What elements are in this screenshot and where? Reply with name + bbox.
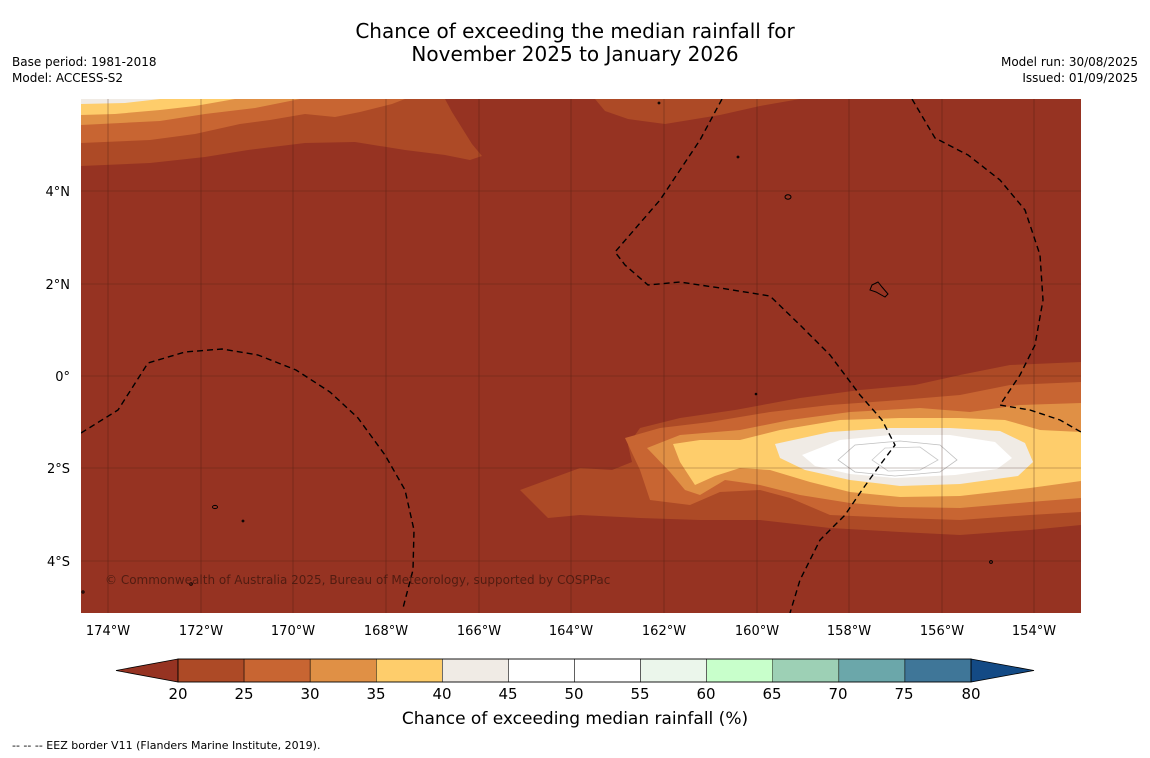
colorbar-segment <box>309 658 377 683</box>
colorbar-segment <box>706 658 774 683</box>
colorbar-segment <box>640 658 707 683</box>
eez-borders <box>81 99 1081 613</box>
map-area: © Commonwealth of Australia 2025, Bureau… <box>81 99 1081 613</box>
lon-label: 172°W <box>179 624 223 639</box>
lon-label: 162°W <box>642 624 686 639</box>
colorbar-tick: 70 <box>828 685 847 703</box>
colorbar-tick: 65 <box>762 685 781 703</box>
lon-label: 154°W <box>1012 624 1056 639</box>
contour-20-25-northeast <box>595 99 800 124</box>
lat-label: 4°N <box>46 185 71 200</box>
colorbar-tick: 20 <box>168 685 187 703</box>
colorbar-segment <box>508 658 575 683</box>
metadata-right: Model run: 30/08/2025 Issued: 01/09/2025 <box>1001 54 1138 86</box>
lon-label: 174°W <box>86 624 130 639</box>
model-text: Model: ACCESS-S2 <box>12 71 124 85</box>
contour-50-55-core <box>837 440 958 477</box>
issued-text: Issued: 01/09/2025 <box>1022 71 1138 85</box>
copyright-text: © Commonwealth of Australia 2025, Bureau… <box>105 573 610 587</box>
colorbar-tick: 30 <box>300 685 319 703</box>
colorbar-tick: 50 <box>564 685 583 703</box>
map-title-line-1: Chance of exceeding the median rainfall … <box>355 19 795 43</box>
lon-label: 166°W <box>457 624 501 639</box>
base-period-text: Base period: 1981-2018 <box>12 55 157 69</box>
colorbar-tick: 40 <box>432 685 451 703</box>
colorbar-segment <box>177 658 245 683</box>
lat-label: 4°S <box>47 555 70 570</box>
lon-label: 164°W <box>549 624 593 639</box>
probability-base-layer <box>81 99 1081 613</box>
metadata-left: Base period: 1981-2018 Model: ACCESS-S2 <box>12 54 157 86</box>
colorbar-outline <box>177 658 972 683</box>
colorbar-label: Chance of exceeding median rainfall (%) <box>401 709 749 729</box>
colorbar-segment <box>838 658 906 683</box>
lat-label: 2°N <box>46 278 71 293</box>
island-outlines <box>81 101 993 594</box>
lon-label: 158°W <box>827 624 871 639</box>
colorbar-segment <box>243 658 311 683</box>
longitude-labels: 174°W 172°W 170°W 168°W 166°W 164°W 162°… <box>86 624 1056 639</box>
colorbar-tick: 45 <box>498 685 517 703</box>
map-gridlines <box>81 99 1081 613</box>
map-title-line-2: November 2025 to January 2026 <box>411 42 739 66</box>
colorbar-segment <box>772 658 840 683</box>
colorbar-segment <box>376 658 443 683</box>
lon-label: 168°W <box>364 624 408 639</box>
contour-40-45-north <box>81 99 160 104</box>
latitude-labels: 4°N 2°N 0° 2°S 4°S <box>46 185 71 570</box>
colorbar-segment <box>442 658 509 683</box>
colorbar-segment <box>574 658 641 683</box>
colorbar-tick: 80 <box>961 685 980 703</box>
colorbar-tick: 55 <box>630 685 649 703</box>
lon-label: 160°W <box>735 624 779 639</box>
colorbar: 20 25 30 35 40 45 50 55 60 65 70 75 80 <box>115 658 1035 703</box>
colorbar-tick: 60 <box>696 685 715 703</box>
colorbar-tick: 75 <box>894 685 913 703</box>
lat-label: 2°S <box>47 462 70 477</box>
model-run-text: Model run: 30/08/2025 <box>1000 55 1138 69</box>
colorbar-tick: 25 <box>234 685 253 703</box>
colorbar-over-arrow <box>970 658 1035 683</box>
colorbar-segment <box>904 658 972 683</box>
lon-label: 156°W <box>920 624 964 639</box>
lat-label: 0° <box>55 370 70 385</box>
colorbar-tick-labels: 20 25 30 35 40 45 50 55 60 65 70 75 80 <box>168 685 980 703</box>
contour-55-60-core <box>871 446 939 472</box>
colorbar-tick: 35 <box>366 685 385 703</box>
eez-legend-note: -- -- -- EEZ border V11 (Flanders Marine… <box>12 739 321 752</box>
lon-label: 170°W <box>271 624 315 639</box>
colorbar-under-arrow <box>115 658 179 683</box>
